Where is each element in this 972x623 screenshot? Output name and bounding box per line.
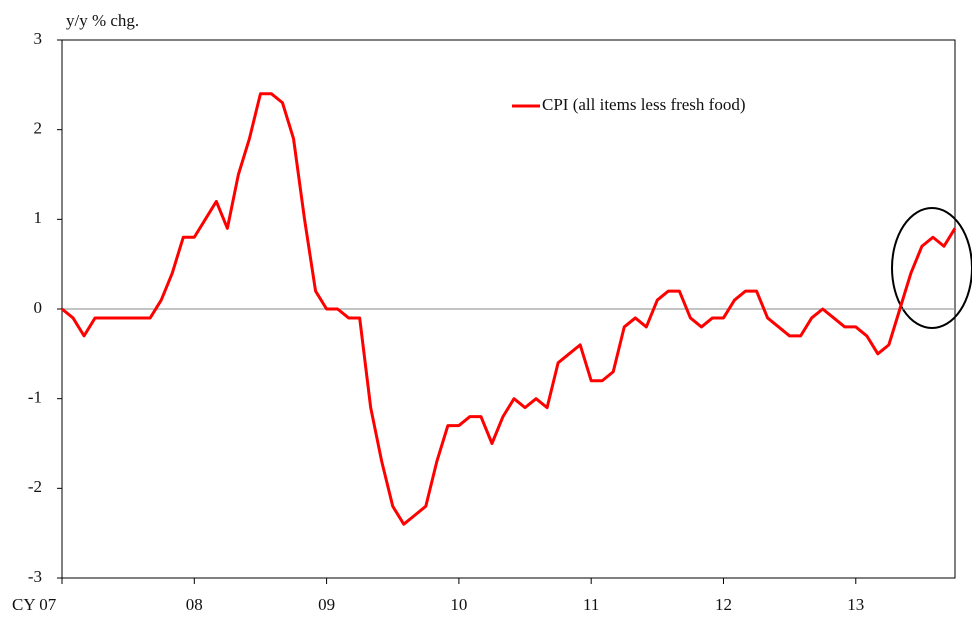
- x-tick-label: 13: [847, 595, 864, 614]
- y-axis-label: y/y % chg.: [66, 11, 139, 30]
- y-tick-label: -3: [28, 567, 42, 586]
- highlight-ellipse: [891, 207, 972, 329]
- x-tick-label: 11: [583, 595, 599, 614]
- y-tick-label: -2: [28, 477, 42, 496]
- y-tick-label: 3: [34, 29, 43, 48]
- legend-label: CPI (all items less fresh food): [542, 95, 746, 114]
- x-tick-label: 12: [715, 595, 732, 614]
- y-tick-label: 1: [34, 208, 43, 227]
- x-tick-label: 08: [186, 595, 203, 614]
- y-tick-label: 0: [34, 298, 43, 317]
- y-tick-label: -1: [28, 388, 42, 407]
- x-tick-label: CY 07: [12, 595, 57, 614]
- x-tick-label: 09: [318, 595, 335, 614]
- line-series: [61, 92, 957, 526]
- x-tick-label: 10: [450, 595, 467, 614]
- y-tick-label: 2: [34, 119, 43, 138]
